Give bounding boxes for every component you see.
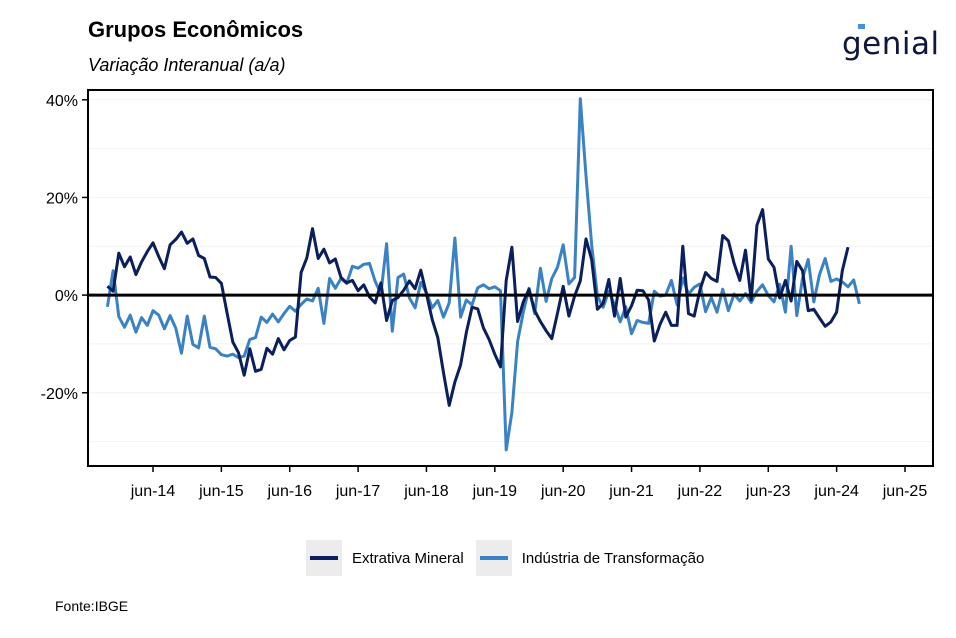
- chart-title: Grupos Econômicos: [88, 17, 304, 42]
- x-tick-label: jun-22: [677, 483, 723, 500]
- legend-swatch-extrativa: [310, 556, 338, 560]
- x-tick-label: jun-17: [335, 483, 381, 500]
- legend-key-extrativa: [306, 540, 342, 576]
- x-tick-label: jun-14: [130, 483, 176, 500]
- y-tick-label: -20%: [41, 386, 78, 403]
- x-tick-label: jun-18: [403, 483, 449, 500]
- y-tick-label: 20%: [46, 190, 78, 207]
- plot-frame: [87, 89, 934, 467]
- x-tick-label: jun-21: [608, 483, 654, 500]
- legend-item-extrativa: Extrativa Mineral: [306, 540, 464, 576]
- chart-subtitle: Variação Interanual (a/a): [88, 55, 286, 75]
- genial-logo: genial: [842, 24, 942, 68]
- series-line-extrativa-mineral: [106, 208, 850, 407]
- x-tick-label: jun-20: [540, 483, 586, 500]
- y-tick-label: 40%: [46, 93, 78, 110]
- logo-text: genial: [842, 26, 940, 62]
- legend-key-transformacao: [475, 540, 512, 576]
- x-tick-label: jun-15: [198, 483, 244, 500]
- x-tick-label: jun-23: [745, 483, 791, 500]
- legend-label-transformacao: Indústria de Transformação: [521, 549, 705, 567]
- x-axis: jun-14 jun-15 jun-16 jun-17 jun-18 jun-19 jun-…: [130, 466, 928, 500]
- legend: Extrativa Mineral Indústria de Transform…: [306, 540, 716, 576]
- logo-accent-mark: [858, 24, 865, 29]
- legend-label-extrativa: Extrativa Mineral: [352, 549, 464, 567]
- x-tick-label: jun-16: [266, 483, 312, 500]
- series-lines: [105, 97, 861, 452]
- series-line-industria-transformacao: [105, 97, 861, 452]
- y-tick-label: 0%: [55, 288, 78, 305]
- y-axis: 40% 20% 0% -20%: [41, 93, 88, 403]
- source-note: Fonte:IBGE: [55, 598, 129, 614]
- x-tick-label: jun-19: [472, 483, 518, 500]
- x-tick-label: jun-25: [882, 483, 928, 500]
- legend-swatch-transformacao: [479, 556, 508, 560]
- legend-item-transformacao: Indústria de Transformação: [475, 540, 705, 576]
- x-tick-label: jun-24: [813, 483, 859, 500]
